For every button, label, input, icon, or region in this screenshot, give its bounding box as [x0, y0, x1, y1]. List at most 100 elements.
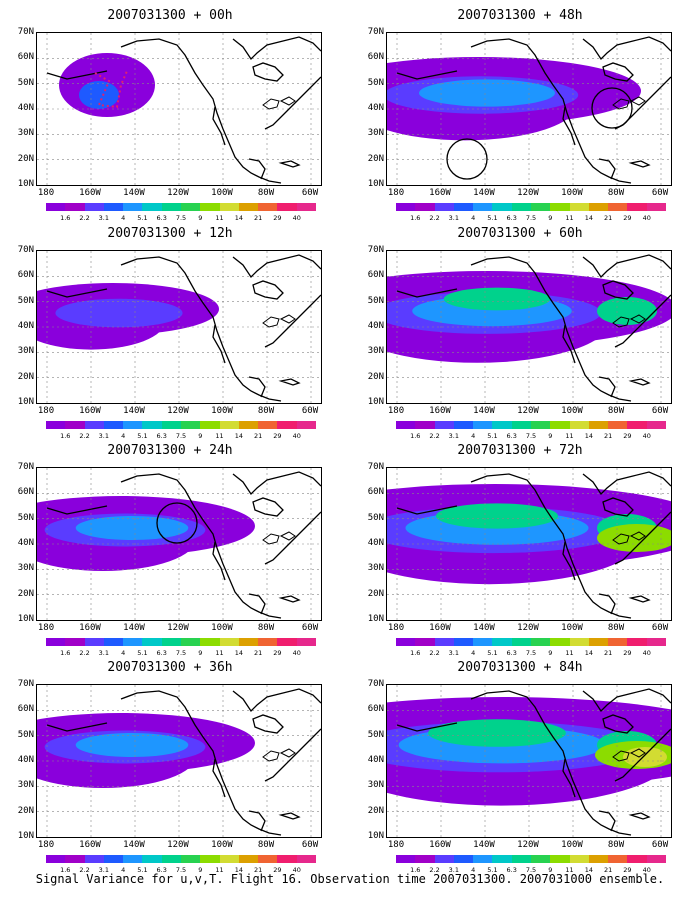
longitude-label: 60W	[651, 188, 669, 198]
latitude-label: 30N	[367, 128, 384, 139]
colorbar-label: 9	[548, 214, 553, 222]
colorbar-swatch	[550, 855, 570, 863]
colorbar-label: 2.2	[79, 649, 90, 657]
longitude-label: 180	[387, 840, 405, 850]
colorbar-swatch	[608, 421, 628, 429]
colorbar-swatch	[453, 421, 474, 429]
colorbar-swatch	[65, 203, 85, 211]
latitude-label: 70N	[367, 245, 384, 255]
colorbar-label: 7.5	[175, 214, 187, 222]
colorbar-label: 11	[215, 432, 224, 440]
longitude-label: 80W	[257, 840, 275, 850]
colorbar-label: 2.2	[429, 866, 440, 874]
colorbar-swatch	[103, 855, 124, 863]
longitude-label: 100W	[211, 406, 233, 416]
latitude-label: 30N	[367, 780, 384, 791]
colorbar-swatch	[142, 638, 162, 646]
map-panel: 2007031300 + 00h 70N 60N 50N 40N 30N 20N 10N 180…	[0, 8, 340, 223]
colorbar-swatch	[296, 855, 316, 863]
longitude-label: 160W	[429, 188, 451, 198]
coastline	[598, 593, 616, 615]
colorbar-label: 40	[642, 649, 651, 657]
colorbar-swatch	[46, 421, 66, 429]
coastline	[628, 812, 651, 820]
coastline	[46, 505, 108, 515]
colorbar	[396, 421, 666, 429]
colorbar-swatch	[180, 421, 201, 429]
variance-contour	[75, 516, 189, 540]
colorbar-label: 9	[198, 866, 203, 874]
latitude-label: 60N	[17, 704, 34, 715]
colorbar-swatch	[434, 855, 454, 863]
colorbar-label: 29	[623, 649, 632, 657]
latitude-label: 20N	[367, 588, 384, 599]
latitude-label: 40N	[367, 755, 384, 765]
coastline	[46, 288, 108, 298]
colorbar-label: 11	[215, 649, 224, 657]
coastline	[602, 62, 634, 82]
colorbar-label: 40	[642, 432, 651, 440]
colorbar-swatch	[277, 855, 297, 863]
colorbar-label: 6.3	[506, 432, 517, 440]
colorbar-swatch	[415, 421, 435, 429]
map-area	[386, 467, 672, 621]
coastline	[562, 106, 576, 146]
colorbar-label: 5.1	[487, 649, 498, 657]
longitude-label: 120W	[167, 840, 189, 850]
colorbar-label: 1.6	[410, 866, 421, 874]
colorbar-swatch	[142, 421, 162, 429]
colorbar-label: 2.2	[429, 649, 440, 657]
latitude-label: 10N	[17, 179, 34, 189]
coastline	[248, 593, 266, 615]
colorbar-swatch	[453, 855, 474, 863]
colorbar-label: 29	[273, 432, 282, 440]
colorbar-swatch	[180, 203, 201, 211]
coastline	[264, 294, 321, 348]
longitude-label: 160W	[79, 406, 101, 416]
colorbar-swatch	[646, 638, 666, 646]
colorbar-label: 11	[565, 214, 574, 222]
colorbar-swatch	[492, 638, 512, 646]
coastline	[264, 728, 321, 782]
colorbar	[46, 421, 316, 429]
colorbar-swatch	[396, 638, 416, 646]
map-area	[36, 32, 322, 186]
colorbar-swatch	[200, 421, 220, 429]
map-panel: 2007031300 + 60h 70N 60N 50N 40N 30N 20N 10N 180…	[350, 226, 690, 441]
longitude-label: 100W	[211, 188, 233, 198]
coastline	[470, 473, 632, 619]
colorbar-label: 4	[121, 866, 126, 874]
variance-contour	[443, 287, 551, 311]
colorbar-label: 4	[471, 214, 476, 222]
coastline	[46, 722, 108, 732]
latitude-label: 60N	[17, 52, 34, 63]
colorbar-swatch	[492, 855, 512, 863]
map-area	[36, 684, 322, 838]
latitude-label: 50N	[367, 729, 384, 740]
latitude-label: 30N	[367, 563, 384, 574]
coastline	[212, 106, 226, 146]
coastline	[396, 505, 458, 515]
colorbar-swatch	[453, 203, 474, 211]
latitude-label: 30N	[17, 780, 34, 791]
map-area	[36, 250, 322, 404]
longitude-label: 160W	[429, 840, 451, 850]
colorbar-swatch	[473, 203, 493, 211]
colorbar-swatch	[588, 855, 609, 863]
colorbar-swatch	[511, 421, 531, 429]
coastline	[232, 36, 321, 61]
colorbar-label: 1.6	[60, 866, 71, 874]
colorbar-swatch	[511, 855, 531, 863]
panel-title: 2007031300 + 84h	[457, 660, 583, 675]
colorbar-label: 4	[471, 432, 476, 440]
longitude-label: 180	[37, 406, 55, 416]
coastline	[470, 256, 632, 402]
colorbar-label: 6.3	[506, 214, 517, 222]
colorbar-swatch	[646, 855, 666, 863]
colorbar-swatch	[123, 855, 143, 863]
lake-outline	[279, 531, 296, 541]
latitude-label: 20N	[17, 371, 34, 382]
colorbar-label: 14	[234, 214, 243, 222]
panel-title: 2007031300 + 24h	[107, 443, 233, 458]
lake-outline	[629, 748, 646, 758]
